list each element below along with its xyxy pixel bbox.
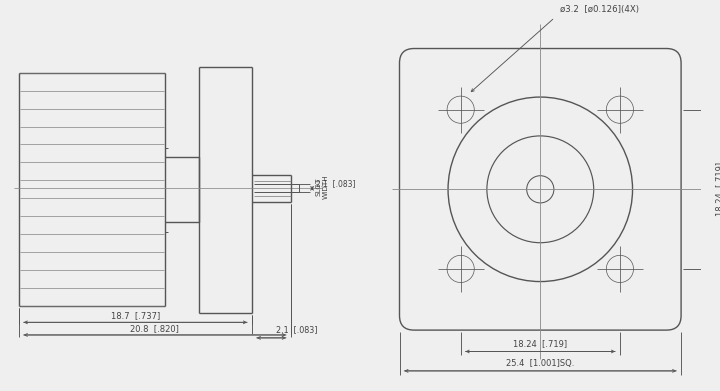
Text: 18.24  [.719]: 18.24 [.719] xyxy=(716,162,720,216)
Text: 2.1  [.083]: 2.1 [.083] xyxy=(276,326,318,335)
Text: 2.1  [.083]: 2.1 [.083] xyxy=(316,179,356,188)
Text: 18.24  [.719]: 18.24 [.719] xyxy=(513,339,567,348)
Text: SLOT: SLOT xyxy=(316,177,322,196)
Text: WIDTH: WIDTH xyxy=(323,174,329,199)
Text: 25.4  [1.001]SQ.: 25.4 [1.001]SQ. xyxy=(506,359,575,368)
Text: 20.8  [.820]: 20.8 [.820] xyxy=(130,324,179,333)
Text: 18.7  [.737]: 18.7 [.737] xyxy=(111,311,160,320)
Text: ø3.2  [ø0.126](4X): ø3.2 [ø0.126](4X) xyxy=(559,5,639,14)
